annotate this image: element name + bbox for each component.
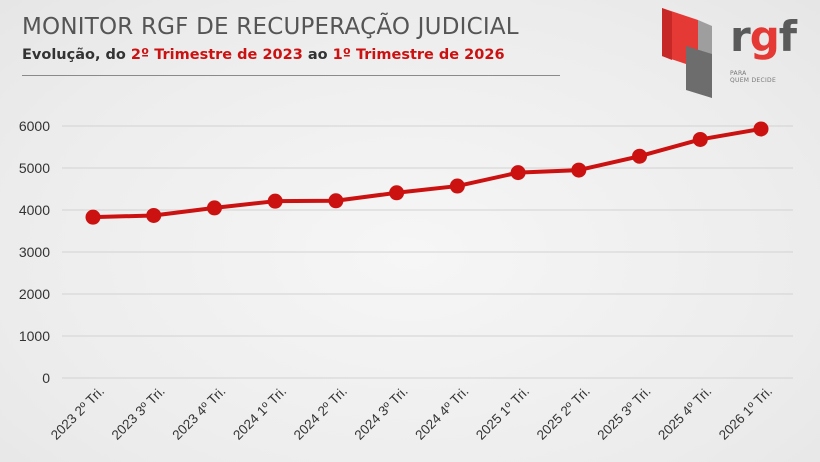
logo-tagline-line1: PARA — [730, 70, 747, 77]
data-point — [85, 209, 101, 225]
y-tick-label: 3000 — [19, 244, 50, 260]
x-tick-label: 2025 3º Tri. — [594, 384, 653, 443]
rgf-logo-icon — [662, 8, 712, 98]
x-tick-label: 2023 2º Tri. — [48, 384, 107, 443]
logo-letter-r: r — [730, 12, 751, 61]
y-tick-label: 0 — [42, 370, 50, 386]
x-tick-label: 2023 4º Tri. — [169, 384, 228, 443]
x-tick-label: 2026 1º Tri. — [716, 384, 775, 443]
data-point — [146, 207, 162, 223]
logo-tagline-line2: QUEM DECIDE — [730, 77, 777, 84]
logo-tagline: PARA QUEM DECIDE — [730, 70, 776, 84]
title-divider — [22, 75, 560, 76]
data-point — [449, 178, 465, 194]
chart-title: MONITOR RGF DE RECUPERAÇÃO JUDICIAL — [22, 14, 519, 40]
x-tick-label: 2025 4º Tri. — [655, 384, 714, 443]
data-point — [510, 165, 526, 181]
x-tick-label: 2023 3º Tri. — [109, 384, 168, 443]
x-tick-label: 2024 3º Tri. — [352, 384, 411, 443]
logo-letter-g: g — [749, 12, 780, 61]
x-tick-label: 2025 1º Tri. — [473, 384, 532, 443]
data-point — [389, 185, 405, 201]
data-point — [632, 148, 648, 164]
x-tick-label: 2024 2º Tri. — [291, 384, 350, 443]
chart-subtitle: Evolução, do 2º Trimestre de 2023 ao 1º … — [22, 47, 505, 63]
subtitle-end-period: 1º Trimestre de 2026 — [332, 47, 505, 63]
logo-letter-f: f — [778, 12, 797, 61]
data-point — [206, 200, 222, 216]
x-tick-label: 2025 2º Tri. — [534, 384, 593, 443]
y-tick-label: 4000 — [19, 202, 50, 218]
rgf-logo-wordmark: rgf — [730, 16, 797, 58]
subtitle-mid: ao — [302, 47, 333, 63]
x-tick-label: 2024 1º Tri. — [230, 384, 289, 443]
y-tick-label: 1000 — [19, 328, 50, 344]
subtitle-prefix: Evolução, do — [22, 47, 131, 63]
data-point — [267, 193, 283, 209]
data-point — [692, 131, 708, 147]
x-tick-label: 2024 4º Tri. — [412, 384, 471, 443]
data-point — [753, 121, 769, 137]
subtitle-start-period: 2º Trimestre de 2023 — [130, 47, 303, 63]
y-tick-label: 5000 — [19, 160, 50, 176]
y-tick-label: 2000 — [19, 286, 50, 302]
series-line — [91, 126, 763, 220]
data-point — [571, 162, 587, 178]
y-tick-label: 6000 — [19, 118, 50, 134]
data-point — [328, 193, 344, 209]
